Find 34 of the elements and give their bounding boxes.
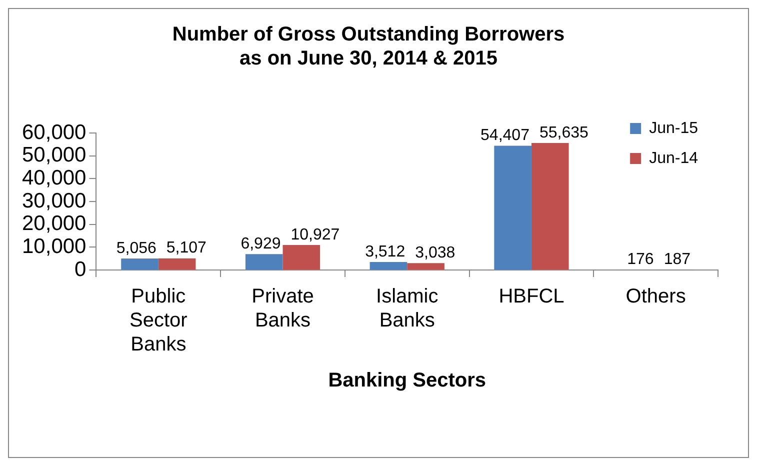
bar [407,263,444,270]
bar [245,254,283,270]
data-label: 187 [664,250,691,268]
data-label: 5,056 [116,240,156,257]
x-tick-label: Private Banks [252,286,314,332]
legend-label: Jun-14 [649,150,698,167]
y-tick-label: 60,000 [22,120,86,144]
y-tick-label: 50,000 [22,144,86,167]
bar [121,258,158,270]
bar [282,245,320,270]
y-tick-label: 20,000 [22,212,86,236]
y-tick-label: 30,000 [22,189,86,212]
data-label: 3,038 [415,244,456,262]
bar [370,262,408,270]
legend-label: Jun-15 [649,120,698,137]
x-tick-label: HBFCL [498,286,564,308]
data-label: 176 [627,251,654,268]
data-label: 54,407 [480,127,530,144]
data-label: 55,635 [539,124,589,142]
x-tick-label: Public Sector Banks [130,286,188,356]
data-label: 3,512 [365,243,406,260]
bar [494,146,532,270]
bar [158,258,196,270]
data-label: 5,107 [166,240,207,257]
y-tick-label: 0 [74,258,86,281]
y-tick-label: 40,000 [22,166,86,190]
x-axis-title: Banking Sectors [328,370,486,392]
y-tick-label: 10,000 [22,234,86,258]
bar [531,142,569,270]
chart-title: Number of Gross Outstanding Borrowers as on June 30, 2014 & 2015 [172,24,565,70]
x-tick-label: Islamic Banks [376,286,438,332]
x-tick-label: Others [626,286,686,308]
data-label: 6,929 [240,236,281,253]
data-label: 10,927 [290,226,340,244]
